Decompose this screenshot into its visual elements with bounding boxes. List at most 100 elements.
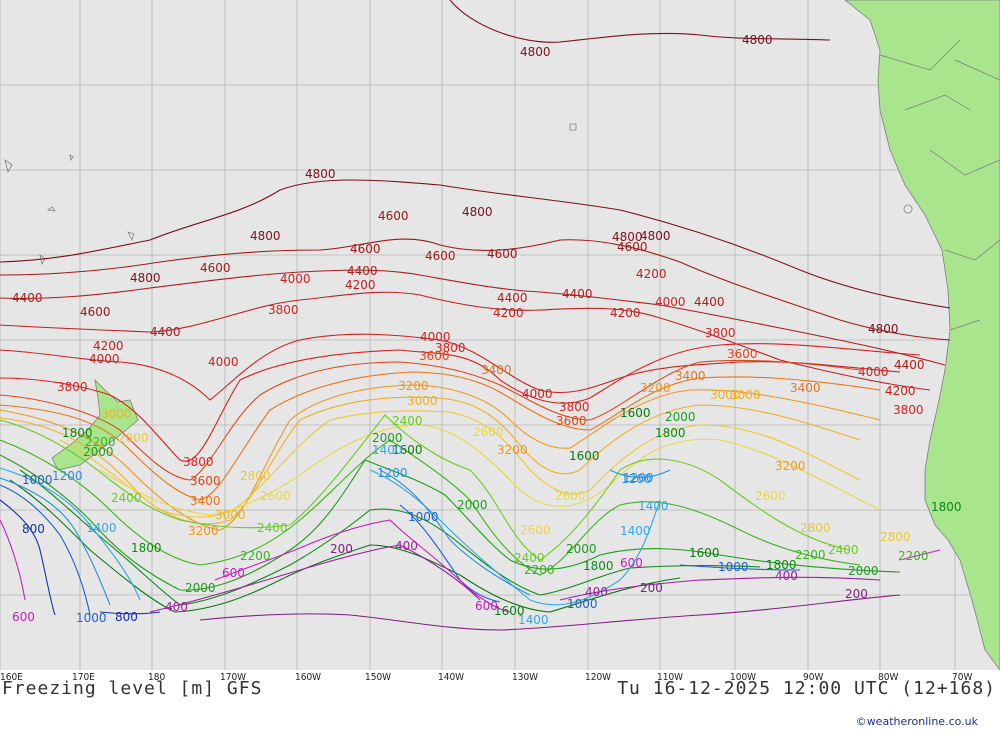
contour-label-1800: 1800: [131, 541, 162, 555]
contour-label-2600: 2600: [520, 523, 551, 537]
contour-label-4600: 4600: [487, 247, 518, 261]
contour-label-3000: 3000: [730, 388, 761, 402]
contour-label-1600: 1600: [392, 443, 423, 457]
contour-label-3200: 3200: [188, 524, 219, 538]
contour-label-1200: 1200: [621, 472, 652, 486]
contour-label-2400: 2400: [257, 521, 288, 535]
contour-label-4600: 4600: [378, 209, 409, 223]
contour-lines: [0, 0, 951, 631]
contour-label-2000: 2000: [665, 410, 696, 424]
contour-4600: [0, 238, 951, 341]
contour-label-600: 600: [620, 556, 643, 570]
contour-label-1000: 1000: [22, 473, 53, 487]
contour-600: [0, 519, 941, 613]
contour-label-4000: 4000: [89, 352, 120, 366]
contour-label-1200: 1200: [377, 466, 408, 480]
contour-label-4800: 4800: [130, 271, 161, 285]
contour-label-1800: 1800: [583, 559, 614, 573]
contour-label-3000: 3000: [710, 388, 741, 402]
contour-label-3200: 3200: [497, 443, 528, 457]
contour-label-3600: 3600: [419, 349, 450, 363]
contour-label-600: 600: [475, 599, 498, 613]
contour-label-2200: 2200: [795, 548, 826, 562]
contour-label-4600: 4600: [617, 240, 648, 254]
contour-label-1200: 1200: [52, 469, 83, 483]
contour-2400: [0, 414, 851, 561]
contour-200: [199, 594, 901, 631]
contour-label-4400: 4400: [562, 287, 593, 301]
contour-label-3400: 3400: [675, 369, 706, 383]
contour-label-3600: 3600: [727, 347, 758, 361]
contour-3200: [0, 384, 881, 531]
lon-label: 160W: [295, 672, 322, 683]
contour-1600: [9, 479, 681, 613]
lon-label: 160E: [0, 672, 23, 683]
contour-label-2600: 2600: [555, 489, 586, 503]
contour-label-600: 600: [222, 566, 245, 580]
contour-label-800: 800: [115, 610, 138, 624]
contour-label-2000: 2000: [457, 498, 488, 512]
contour-label-4600: 4600: [350, 242, 381, 256]
contour-label-4800: 4800: [305, 167, 336, 181]
contour-label-2800: 2800: [240, 469, 271, 483]
valid-time: Tu 16-12-2025 12:00 UTC (12+168): [617, 678, 996, 699]
lon-label: 120W: [585, 672, 612, 683]
contour-label-2800: 2800: [800, 521, 831, 535]
contour-label-4200: 4200: [93, 339, 124, 353]
lon-label: 70W: [952, 672, 973, 683]
lon-label: 170W: [220, 672, 247, 683]
contour-1800: [19, 469, 761, 606]
contour-label-4000: 4000: [655, 295, 686, 309]
contour-label-200: 200: [330, 542, 353, 556]
contour-2600: [99, 424, 881, 516]
contour-label-3200: 3200: [775, 459, 806, 473]
contour-label-3000: 3000: [215, 508, 246, 522]
contour-label-4600: 4600: [425, 249, 456, 263]
contour-label-1600: 1600: [494, 604, 525, 618]
contour-label-1800: 1800: [931, 500, 962, 514]
contour-label-2600: 2600: [260, 489, 291, 503]
contour-label-2000: 2000: [185, 581, 216, 595]
contour-2200: [0, 439, 861, 576]
contour-label-1000: 1000: [567, 597, 598, 611]
contour-label-1400: 1400: [620, 524, 651, 538]
contour-label-4800: 4800: [520, 45, 551, 59]
contour-label-3000: 3000: [407, 394, 438, 408]
contour-label-4800: 4800: [612, 230, 643, 244]
contour-label-3800: 3800: [893, 403, 924, 417]
credit-link[interactable]: ©weatheronline.co.uk: [855, 715, 978, 728]
contour-label-1800: 1800: [766, 558, 797, 572]
contour-label-3600: 3600: [190, 474, 221, 488]
contour-4400: [0, 269, 946, 366]
contour-label-3400: 3400: [481, 363, 512, 377]
contour-label-4000: 4000: [208, 355, 239, 369]
contour-4000: [0, 333, 901, 401]
contour-label-3400: 3400: [190, 494, 221, 508]
contour-label-2800: 2800: [880, 530, 911, 544]
contour-label-4200: 4200: [636, 267, 667, 281]
contour-label-2200: 2200: [240, 549, 271, 563]
lon-label: 80W: [878, 672, 899, 683]
contour-label-4400: 4400: [894, 358, 925, 372]
contour-label-4200: 4200: [345, 278, 376, 292]
contour-label-4400: 4400: [497, 291, 528, 305]
contour-label-4800: 4800: [250, 229, 281, 243]
contour-label-4400: 4400: [347, 264, 378, 278]
contour-label-200: 200: [640, 581, 663, 595]
south-america-land: [844, 0, 1000, 670]
contour-label-400: 400: [165, 600, 188, 614]
contour-label-1600: 1600: [689, 546, 720, 560]
lon-label: 100W: [730, 672, 757, 683]
contour-label-1800: 1800: [62, 426, 93, 440]
contour-label-2200: 2200: [524, 563, 555, 577]
contour-label-400: 400: [585, 585, 608, 599]
contour-label-1600: 1600: [620, 406, 651, 420]
contour-3600: [0, 359, 861, 481]
lon-label: 110W: [657, 672, 684, 683]
contour-label-1000: 1000: [408, 510, 439, 524]
contour-label-4200: 4200: [610, 306, 641, 320]
contour-4200: [0, 291, 931, 391]
contour-label-1600: 1600: [569, 449, 600, 463]
lon-label: 170E: [72, 672, 95, 683]
